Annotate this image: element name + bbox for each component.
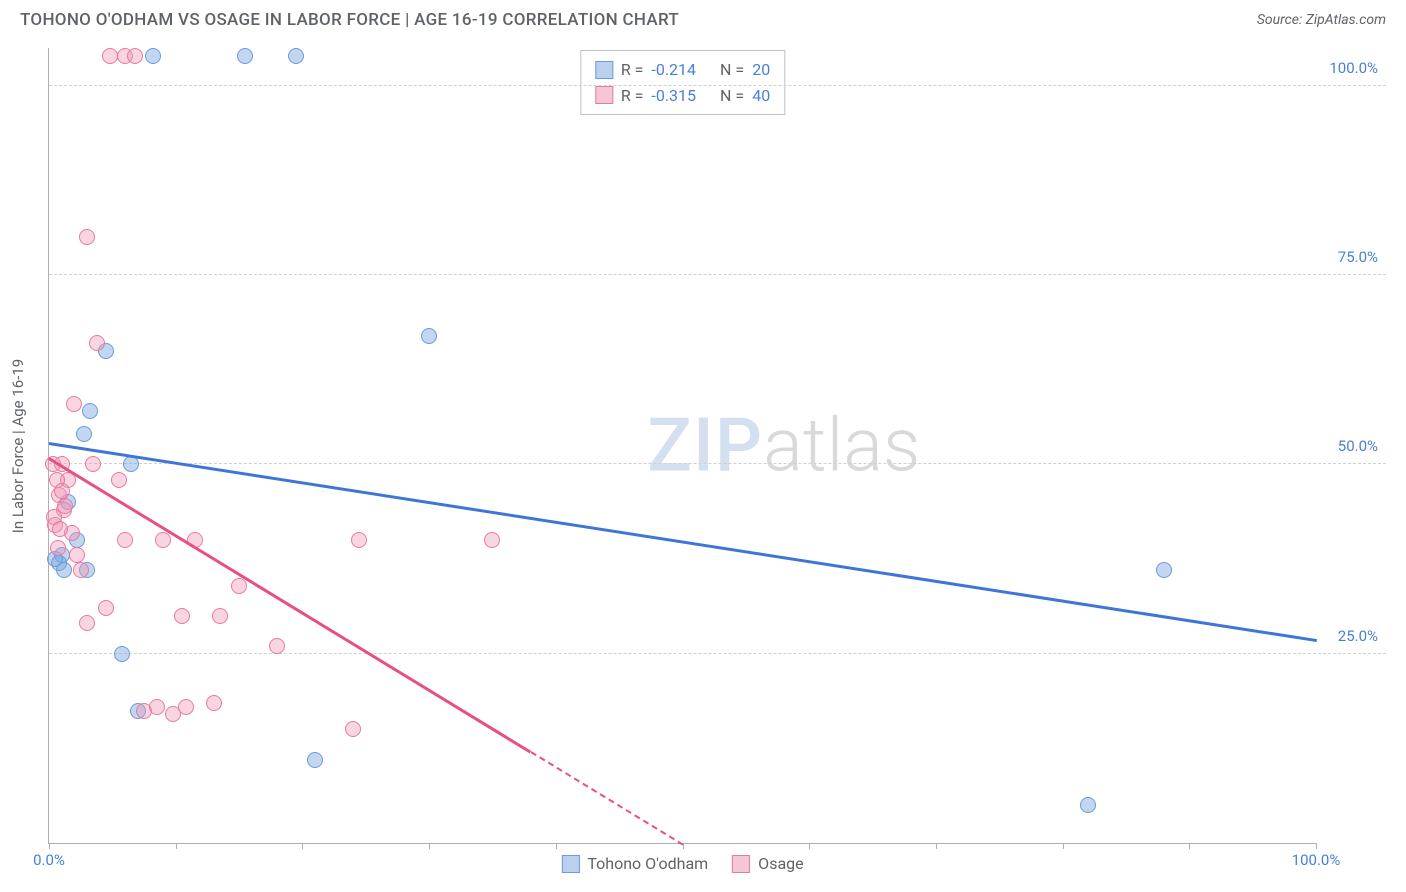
plot-area: ZIPatlas R = -0.214 N = 20 R = -0.315 N … [48,48,1316,844]
legend-item-series2: Osage [732,854,803,873]
legend-series: Tohono O'odham Osage [561,854,803,873]
scatter-point [231,578,247,594]
scatter-point [155,532,171,548]
legend-r-label: R = [621,57,644,83]
scatter-point [269,638,285,654]
scatter-point [345,721,361,737]
x-tick [429,843,430,849]
x-tick [1189,843,1190,849]
scatter-point [117,532,133,548]
legend-row-series2: R = -0.315 N = 40 [595,83,770,109]
legend-n-label: N = [720,83,744,109]
scatter-point [149,699,165,715]
legend-swatch-series2 [595,86,613,104]
scatter-point [145,48,161,64]
trend-line [48,458,531,754]
scatter-point [69,547,85,563]
grid-line [49,463,1386,464]
chart-title: TOHONO O'ODHAM VS OSAGE IN LABOR FORCE |… [20,10,679,30]
scatter-point [111,472,127,488]
scatter-point [79,229,95,245]
grid-line [49,85,1386,86]
scatter-point [127,48,143,64]
legend-r-label: R = [621,83,644,109]
scatter-point [484,532,500,548]
watermark: ZIPatlas [647,402,920,489]
grid-line [49,274,1386,275]
x-tick [1316,843,1317,849]
scatter-point [1080,797,1096,813]
scatter-point [421,328,437,344]
scatter-point [89,335,105,351]
y-tick-label: 25.0% [1338,627,1378,645]
scatter-point [178,699,194,715]
source-label: Source: ZipAtlas.com [1257,12,1386,28]
legend-item-series1: Tohono O'odham [561,854,708,873]
scatter-point [73,562,89,578]
scatter-point [1156,562,1172,578]
y-tick-label: 50.0% [1338,437,1378,455]
scatter-point [102,48,118,64]
x-tick [936,843,937,849]
trend-line [530,751,683,845]
scatter-point [174,608,190,624]
scatter-point [351,532,367,548]
x-tick-label: 0.0% [33,851,65,869]
x-tick [49,843,50,849]
scatter-point [307,752,323,768]
legend-swatch-series1 [595,61,613,79]
x-tick [556,843,557,849]
scatter-point [54,483,70,499]
legend-swatch-series1-bottom [561,855,579,873]
chart-container: In Labor Force | Age 16-19 ZIPatlas R = … [48,48,1386,844]
scatter-point [85,456,101,472]
x-tick [1063,843,1064,849]
legend-n-label: N = [720,57,744,83]
legend-swatch-series2-bottom [732,855,750,873]
scatter-point [212,608,228,624]
watermark-zip: ZIP [647,402,763,489]
legend-n-value-series2: 40 [752,83,770,109]
scatter-point [50,540,66,556]
x-tick [176,843,177,849]
scatter-point [98,600,114,616]
x-tick-label: 100.0% [1292,851,1341,869]
y-tick-label: 75.0% [1338,248,1378,266]
x-tick [809,843,810,849]
scatter-point [237,48,253,64]
watermark-atlas: atlas [763,402,920,489]
scatter-point [123,456,139,472]
scatter-point [82,403,98,419]
y-axis-label: In Labor Force | Age 16-19 [9,359,27,533]
legend-n-value-series1: 20 [752,57,770,83]
y-tick-label: 100.0% [1329,59,1378,77]
scatter-point [288,48,304,64]
legend-r-value-series2: -0.315 [651,83,696,109]
scatter-point [66,396,82,412]
grid-line [49,653,1386,654]
scatter-point [206,695,222,711]
x-tick [302,843,303,849]
legend-label-series1: Tohono O'odham [587,854,708,873]
legend-r-value-series1: -0.214 [651,57,696,83]
legend-row-series1: R = -0.214 N = 20 [595,57,770,83]
scatter-point [114,646,130,662]
scatter-point [79,615,95,631]
trend-line [49,442,1317,642]
legend-correlation: R = -0.214 N = 20 R = -0.315 N = 40 [580,50,785,115]
legend-label-series2: Osage [758,854,803,873]
scatter-point [52,521,68,537]
scatter-point [76,426,92,442]
